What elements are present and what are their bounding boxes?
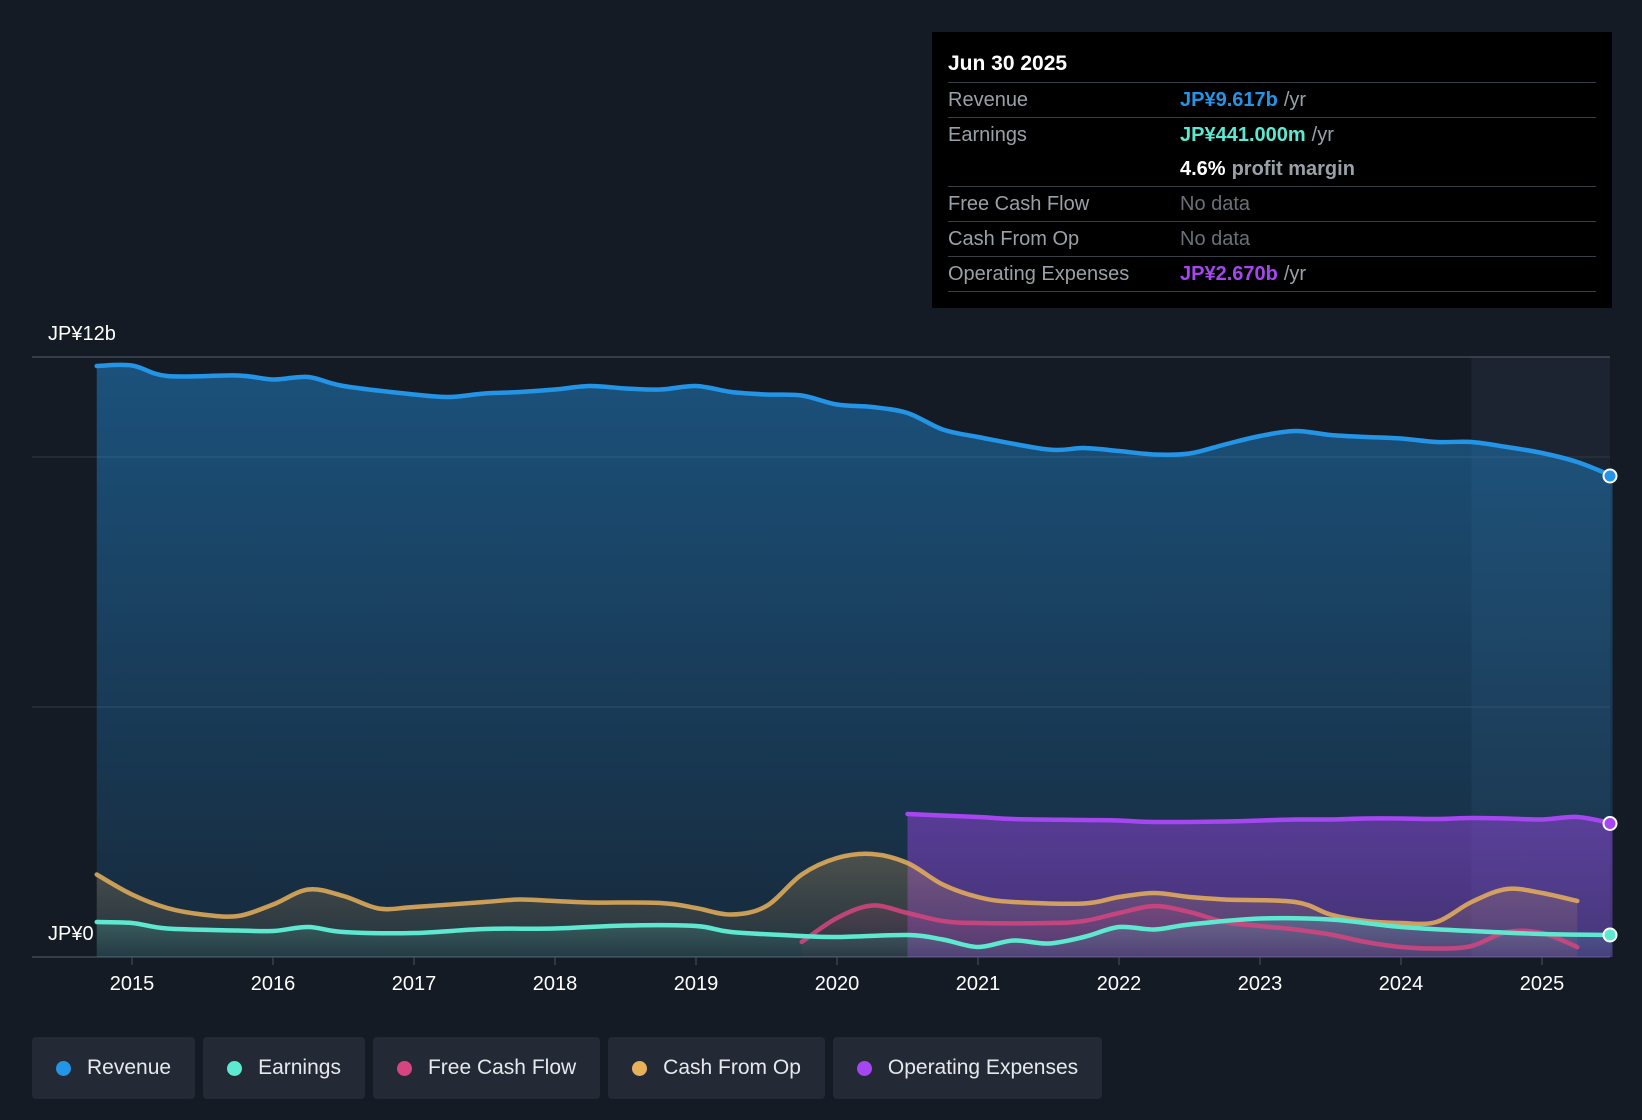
- tooltip-label: Free Cash Flow: [948, 192, 1090, 215]
- tooltip-label: Operating Expenses: [948, 262, 1130, 285]
- y-axis-bottom-label: JP¥0: [48, 923, 94, 945]
- legend: Revenue Earnings Free Cash Flow Cash Fro…: [32, 1037, 1103, 1099]
- tooltip-row-revenue: Revenue JP¥9.617b /yr: [948, 82, 1596, 117]
- fcf-dot-icon: [396, 1060, 412, 1076]
- x-tick-label: 2015: [110, 973, 155, 995]
- x-tick-label: 2019: [674, 973, 719, 995]
- x-tick-label: 2024: [1379, 973, 1424, 995]
- legend-label: Earnings: [258, 1056, 341, 1079]
- tooltip-value: No data: [1180, 192, 1251, 215]
- revenue-end-marker: [1602, 468, 1618, 484]
- cfo-dot-icon: [632, 1060, 648, 1076]
- tooltip-value: No data: [1180, 227, 1251, 250]
- legend-item-revenue[interactable]: Revenue: [32, 1037, 196, 1099]
- x-tick-label: 2022: [1097, 973, 1142, 995]
- earnings-end-marker: [1602, 927, 1618, 943]
- tooltip-label: Earnings: [948, 123, 1027, 146]
- legend-label: Cash From Op: [663, 1056, 801, 1079]
- tooltip-row-earnings: Earnings JP¥441.000m /yr: [948, 117, 1596, 152]
- cash-from-op-line: [94, 851, 1580, 927]
- x-tick-label: 2016: [251, 973, 296, 995]
- y-axis-top-label: JP¥12b: [48, 323, 116, 345]
- tooltip-unit: profit margin: [1231, 157, 1355, 180]
- tooltip-label: Revenue: [948, 88, 1029, 111]
- legend-item-operating-expenses[interactable]: Operating Expenses: [832, 1037, 1103, 1099]
- x-tick-label: 2017: [392, 973, 437, 995]
- tooltip-value: 4.6%: [1180, 157, 1226, 180]
- x-tick-label: 2025: [1520, 973, 1565, 995]
- tooltip-date: Jun 30 2025: [948, 52, 1068, 75]
- revenue-line: [94, 362, 1615, 479]
- legend-label: Free Cash Flow: [427, 1056, 577, 1079]
- tooltip-unit: /yr: [1283, 262, 1307, 285]
- x-tick-label: 2020: [815, 973, 860, 995]
- data-tooltip: Jun 30 2025 Revenue JP¥9.617b /yr Earnin…: [932, 32, 1612, 308]
- operating-expenses-end-marker: [1602, 816, 1618, 831]
- x-tick-label: 2021: [956, 973, 1001, 995]
- legend-label: Operating Expenses: [887, 1056, 1079, 1079]
- tooltip-row-opex: Operating Expenses JP¥2.670b /yr: [948, 256, 1596, 291]
- tooltip-row-margin: 4.6% profit margin: [948, 152, 1596, 186]
- tooltip-value: JP¥441.000m: [1180, 123, 1306, 146]
- tooltip-row-fcf: Free Cash Flow No data: [948, 186, 1596, 221]
- earnings-dot-icon: [227, 1060, 243, 1076]
- x-axis-ticks: 2015 2016 2017 2018 2019 2020 2021 2022 2023 2024…: [110, 957, 1565, 995]
- x-tick-label: 2023: [1238, 973, 1283, 995]
- tooltip-row-cfo: Cash From Op No data: [948, 221, 1596, 256]
- free-cash-flow-line: [799, 903, 1580, 951]
- tooltip-unit: /yr: [1283, 88, 1307, 111]
- series-areas: [96, 364, 1613, 957]
- tooltip-value: JP¥2.670b: [1180, 262, 1278, 285]
- series-lines: [94, 362, 1618, 951]
- earnings-line: [94, 915, 1615, 950]
- tooltip-label: Cash From Op: [948, 227, 1080, 250]
- tooltip-divider: [948, 291, 1596, 292]
- tooltip-unit: /yr: [1311, 123, 1334, 146]
- legend-label: Revenue: [87, 1056, 172, 1079]
- operating-expenses-line: [905, 811, 1615, 826]
- opex-dot-icon: [856, 1060, 872, 1076]
- revenue-area: [96, 364, 1613, 957]
- legend-item-free-cash-flow[interactable]: Free Cash Flow: [372, 1037, 601, 1099]
- revenue-dot-icon: [56, 1060, 71, 1076]
- tooltip-value: JP¥9.617b: [1180, 88, 1278, 111]
- legend-item-cash-from-op[interactable]: Cash From Op: [608, 1037, 825, 1099]
- x-tick-label: 2018: [533, 973, 578, 995]
- legend-item-earnings[interactable]: Earnings: [203, 1037, 365, 1099]
